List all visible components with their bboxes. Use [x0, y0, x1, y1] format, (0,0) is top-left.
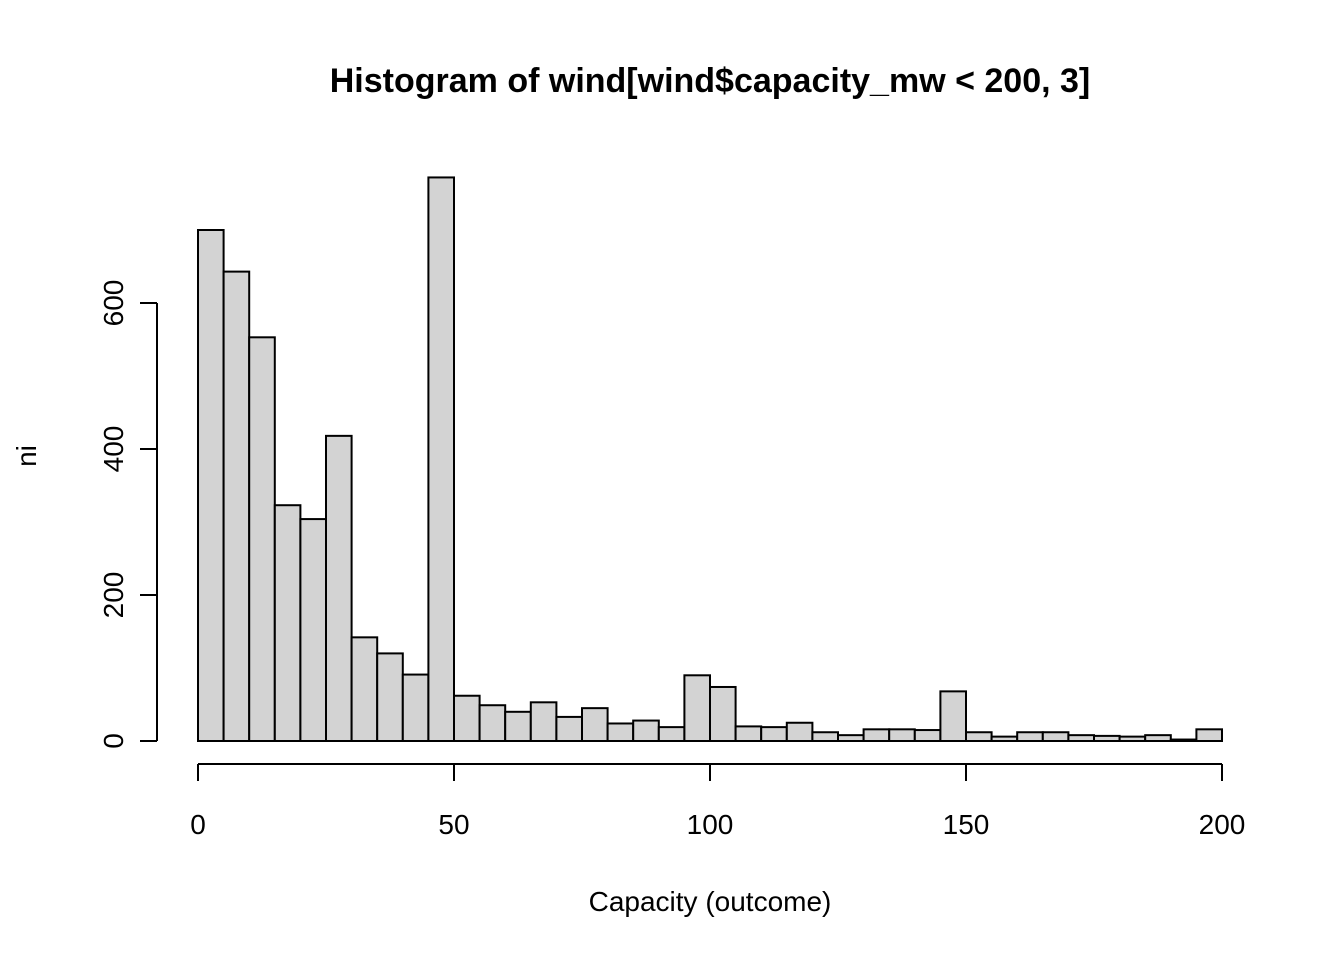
bars-group — [197, 176, 1224, 743]
x-axis-label: Capacity (outcome) — [589, 886, 832, 917]
x-tick-label: 100 — [687, 809, 734, 840]
histogram-bar — [939, 690, 968, 742]
histogram-bar — [632, 719, 660, 742]
histogram-bar — [427, 176, 455, 742]
x-tick-label: 200 — [1199, 809, 1246, 840]
histogram-bar — [222, 270, 251, 742]
histogram-bar — [1016, 731, 1044, 742]
x-tick-label: 150 — [943, 809, 990, 840]
histogram-bar — [1067, 734, 1096, 742]
histogram-bar — [1118, 735, 1147, 742]
histogram-bar — [683, 674, 712, 742]
histogram-bar — [1195, 728, 1224, 743]
x-axis: 0 50 100 150 200 — [190, 763, 1246, 840]
histogram-bar — [555, 715, 584, 742]
histogram-bar — [478, 704, 507, 742]
histogram-bar — [965, 731, 993, 742]
y-tick-label: 0 — [98, 733, 129, 749]
histogram-bar — [709, 685, 737, 742]
y-tick-label: 400 — [98, 426, 129, 473]
histogram-bar — [1169, 738, 1198, 742]
histogram-bar — [760, 726, 788, 743]
histogram-bar — [299, 518, 327, 743]
histogram-bar — [376, 652, 404, 743]
histogram-bar — [248, 336, 276, 742]
histogram-bar — [1093, 734, 1121, 743]
histogram-bar — [581, 707, 609, 743]
histogram-bar — [785, 721, 814, 742]
y-axis-label: ni — [11, 445, 42, 467]
histogram-bar — [1041, 731, 1070, 742]
histogram-bar — [811, 731, 840, 742]
x-tick-label: 0 — [190, 809, 206, 840]
histogram-bar — [990, 735, 1019, 742]
histogram-bar — [888, 728, 916, 743]
histogram-bar — [913, 729, 942, 742]
histogram-bar — [657, 726, 686, 743]
histogram-bar — [1144, 734, 1172, 742]
chart-title: Histogram of wind[wind$capacity_mw < 200… — [330, 62, 1090, 100]
histogram-bar — [504, 710, 532, 742]
histogram-bar — [837, 734, 865, 742]
y-tick-label: 200 — [98, 572, 129, 619]
y-tick-label: 600 — [98, 280, 129, 327]
histogram-bar — [606, 722, 635, 742]
histogram-bar — [529, 701, 558, 742]
x-tick-label: 50 — [438, 809, 469, 840]
histogram-bar — [273, 504, 302, 742]
histogram-bar — [197, 229, 225, 742]
histogram-bar — [350, 636, 379, 743]
histogram-bar — [401, 673, 430, 743]
histogram-bar — [862, 728, 891, 743]
histogram-bar — [453, 694, 481, 742]
histogram-bar — [734, 725, 763, 743]
y-axis: 0 200 400 600 — [98, 280, 158, 749]
histogram-bar — [325, 434, 353, 742]
